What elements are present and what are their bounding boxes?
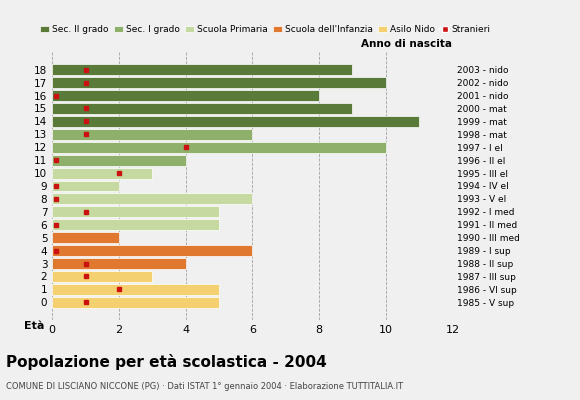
Text: COMUNE DI LISCIANO NICCONE (PG) · Dati ISTAT 1° gennaio 2004 · Elaborazione TUTT: COMUNE DI LISCIANO NICCONE (PG) · Dati I…: [6, 382, 403, 391]
Bar: [52, 284, 219, 295]
Text: Anno di nascita: Anno di nascita: [361, 39, 452, 49]
Bar: [52, 180, 119, 192]
Bar: [52, 297, 219, 308]
Bar: [52, 194, 252, 204]
Text: Età: Età: [24, 321, 45, 331]
Bar: [52, 232, 119, 243]
Bar: [52, 258, 186, 269]
Bar: [52, 64, 353, 75]
Bar: [52, 90, 319, 101]
Bar: [52, 206, 219, 217]
Bar: [52, 155, 186, 166]
Text: Popolazione per età scolastica - 2004: Popolazione per età scolastica - 2004: [6, 354, 327, 370]
Legend: Sec. II grado, Sec. I grado, Scuola Primaria, Scuola dell'Infanzia, Asilo Nido, : Sec. II grado, Sec. I grado, Scuola Prim…: [37, 22, 494, 38]
Bar: [52, 129, 252, 140]
Bar: [52, 168, 152, 178]
Bar: [52, 77, 386, 88]
Bar: [52, 103, 353, 114]
Bar: [52, 245, 252, 256]
Bar: [52, 219, 219, 230]
Bar: [52, 116, 419, 127]
Bar: [52, 142, 386, 153]
Bar: [52, 271, 152, 282]
